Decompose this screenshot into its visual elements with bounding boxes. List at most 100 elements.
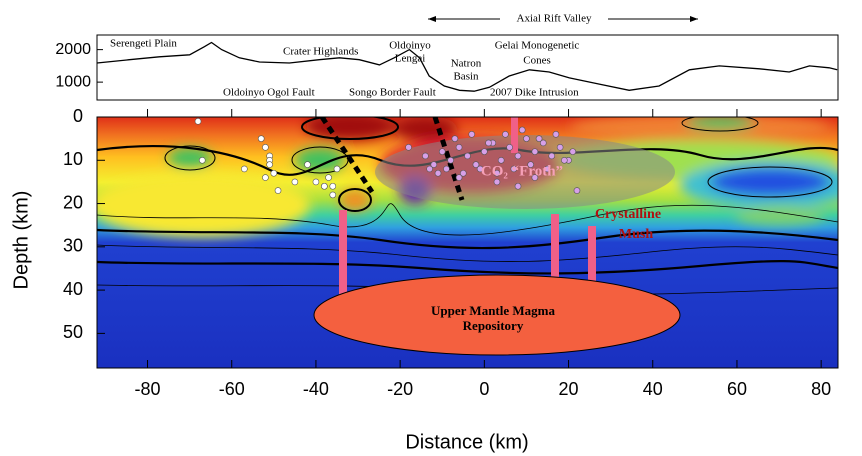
earthquake [531,148,539,155]
earthquake [447,156,454,164]
x-tick-label: 0 [479,379,489,399]
earthquake [430,161,438,168]
earthquake [485,139,492,147]
x-tick-label: 60 [727,379,747,399]
earthquake [329,191,337,199]
earthquake [443,165,450,173]
annotation: Songo Border Fault [349,87,436,99]
earthquake [506,143,513,151]
y-axis-label: Depth (km) [10,191,32,290]
annotation: Basin [453,71,479,83]
earthquake [455,174,463,181]
annotation: CO₂ “Froth” [481,163,563,179]
earthquake [539,139,547,147]
earthquake [194,118,202,125]
earthquake [257,135,265,142]
earthquake [502,131,509,138]
earthquake [527,161,534,168]
earthquake [531,174,539,181]
earthquake [405,143,412,151]
earthquake [514,152,522,160]
earthquake [455,143,463,151]
annotation: Oldoinyo [389,40,431,52]
contours [97,117,838,296]
earthquake [493,178,501,186]
earthquake [569,148,577,155]
earthquake [422,152,429,160]
earthquake [262,174,269,181]
earthquake [573,187,581,194]
earthquake [333,165,341,173]
annotation: Oldoinyo Ogol Fault [223,87,315,99]
y-tick-label: 20 [63,192,83,212]
earthquake [518,126,526,134]
x-tick-label: 20 [559,379,579,399]
earthquake [510,165,518,173]
earthquake [241,165,248,173]
earthquake [548,152,556,160]
earthquake [451,135,459,142]
earthquake [459,169,467,177]
earthquake [493,169,501,177]
x-axis-label: Distance (km) [405,431,528,453]
annotation: Crater Highlands [283,46,358,58]
earthquake [325,174,332,181]
earthquake [523,135,530,142]
annotation: Mush [619,227,653,242]
x-tick-label: -40 [303,379,329,399]
annotation: Crystalline [595,207,661,222]
annotation: Upper Mantle Magma [431,303,555,318]
earthquake [481,148,488,155]
annotation: Gelai Monogenetic [495,40,580,52]
y-tick-label: 10 [63,149,83,169]
earthquake [438,148,446,155]
x-tick-label: -60 [219,379,245,399]
earthquake [561,156,568,164]
y-tick-label: 1000 [55,73,91,90]
annotation: Axial Rift Valley [517,13,592,25]
y-tick-label: 30 [63,236,83,256]
earthquake [552,131,560,138]
earthquake [514,182,522,190]
topography [96,41,838,92]
y-tick-label: 0 [73,106,83,126]
earthquake [497,156,505,164]
earthquake [329,182,337,190]
earthquake [198,156,206,164]
earthquake [464,152,471,160]
earthquake [262,143,269,151]
earthquake [270,169,278,177]
topo-frame [96,34,839,101]
conduits [339,117,596,302]
y-tick-label: 40 [63,279,83,299]
earthquake [266,161,273,168]
annotation: Cones [523,55,551,67]
earthquake [426,165,433,173]
earthquake [291,178,299,186]
froth-zone [375,135,675,209]
fault [432,117,465,201]
earthquake [468,131,476,138]
earthquake [312,178,320,186]
earthquake [556,143,564,151]
earthquake [535,135,543,142]
earthquake [544,165,551,173]
earthquake [321,182,328,190]
y-tick-label: 2000 [55,41,91,58]
annotation: Repository [463,318,524,333]
earthquake [472,161,480,168]
earthquake [274,187,282,194]
y-tick-label: 50 [63,322,83,342]
x-tick-label: -80 [135,379,161,399]
earthquake [304,161,311,168]
x-tick-label: 80 [811,379,831,399]
magma-repository [313,274,681,356]
x-tick-label: -20 [387,379,413,399]
fault [319,117,375,194]
panel-frame [96,116,839,369]
annotation: 2007 Dike Intrusion [490,87,579,99]
earthquake [476,165,484,173]
earthquake [434,169,442,177]
earthquakes [194,118,581,199]
